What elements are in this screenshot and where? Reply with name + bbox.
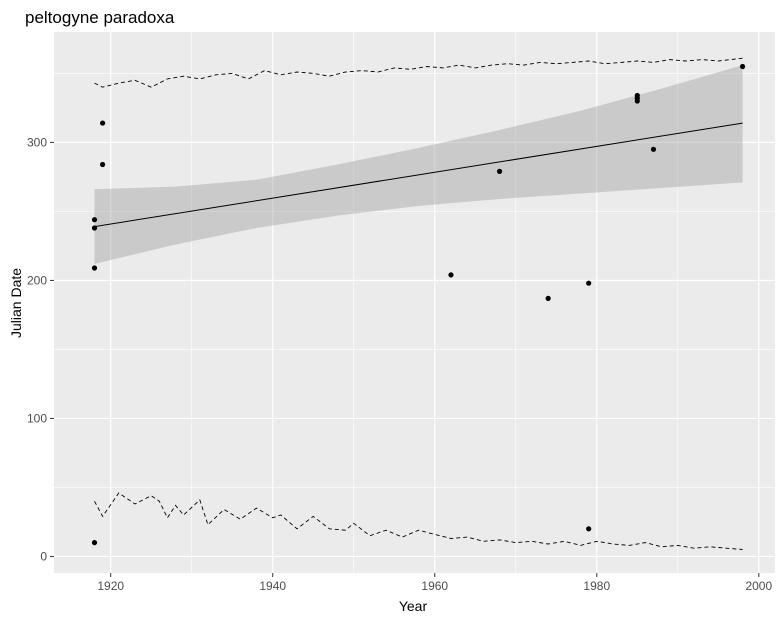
confidence-band [94, 65, 743, 264]
data-point [739, 63, 746, 70]
trend-line [94, 122, 743, 228]
data-point [496, 168, 503, 174]
data-point [634, 92, 640, 99]
upper-envelope-line [94, 57, 743, 88]
data-point [91, 265, 98, 271]
x-tick-label: 2000 [745, 579, 772, 593]
x-tick-label: 1980 [583, 579, 610, 593]
x-tick-label: 1960 [421, 579, 448, 593]
y-tick-label: 100 [27, 411, 47, 425]
lower-envelope-line [94, 492, 743, 550]
panel-background [54, 32, 775, 573]
x-axis: 1920 1940 1960 1980 2000 [97, 573, 772, 593]
y-tick-label: 200 [27, 273, 47, 287]
line-layer [94, 57, 743, 550]
x-tick-label: 1920 [97, 579, 124, 593]
x-axis-title: Year [399, 598, 428, 614]
y-axis-title: Julian Date [8, 268, 24, 338]
confidence-band-layer [94, 65, 743, 264]
plot-panel [54, 32, 775, 573]
data-point [100, 161, 106, 168]
y-tick-label: 300 [27, 135, 47, 149]
data-point [91, 540, 98, 546]
data-point [545, 295, 551, 301]
gridlines [54, 32, 775, 573]
data-point [586, 280, 592, 286]
data-point [650, 146, 657, 152]
chart-title: peltogyne paradoxa [25, 8, 175, 27]
data-points [91, 63, 746, 546]
data-point [586, 526, 592, 532]
x-tick-label: 1940 [259, 579, 286, 593]
data-point [100, 120, 106, 126]
data-point [91, 217, 98, 223]
y-axis: 0 100 200 300 [27, 135, 54, 563]
data-point [448, 272, 454, 278]
data-point [91, 225, 98, 231]
y-tick-label: 0 [40, 549, 47, 563]
